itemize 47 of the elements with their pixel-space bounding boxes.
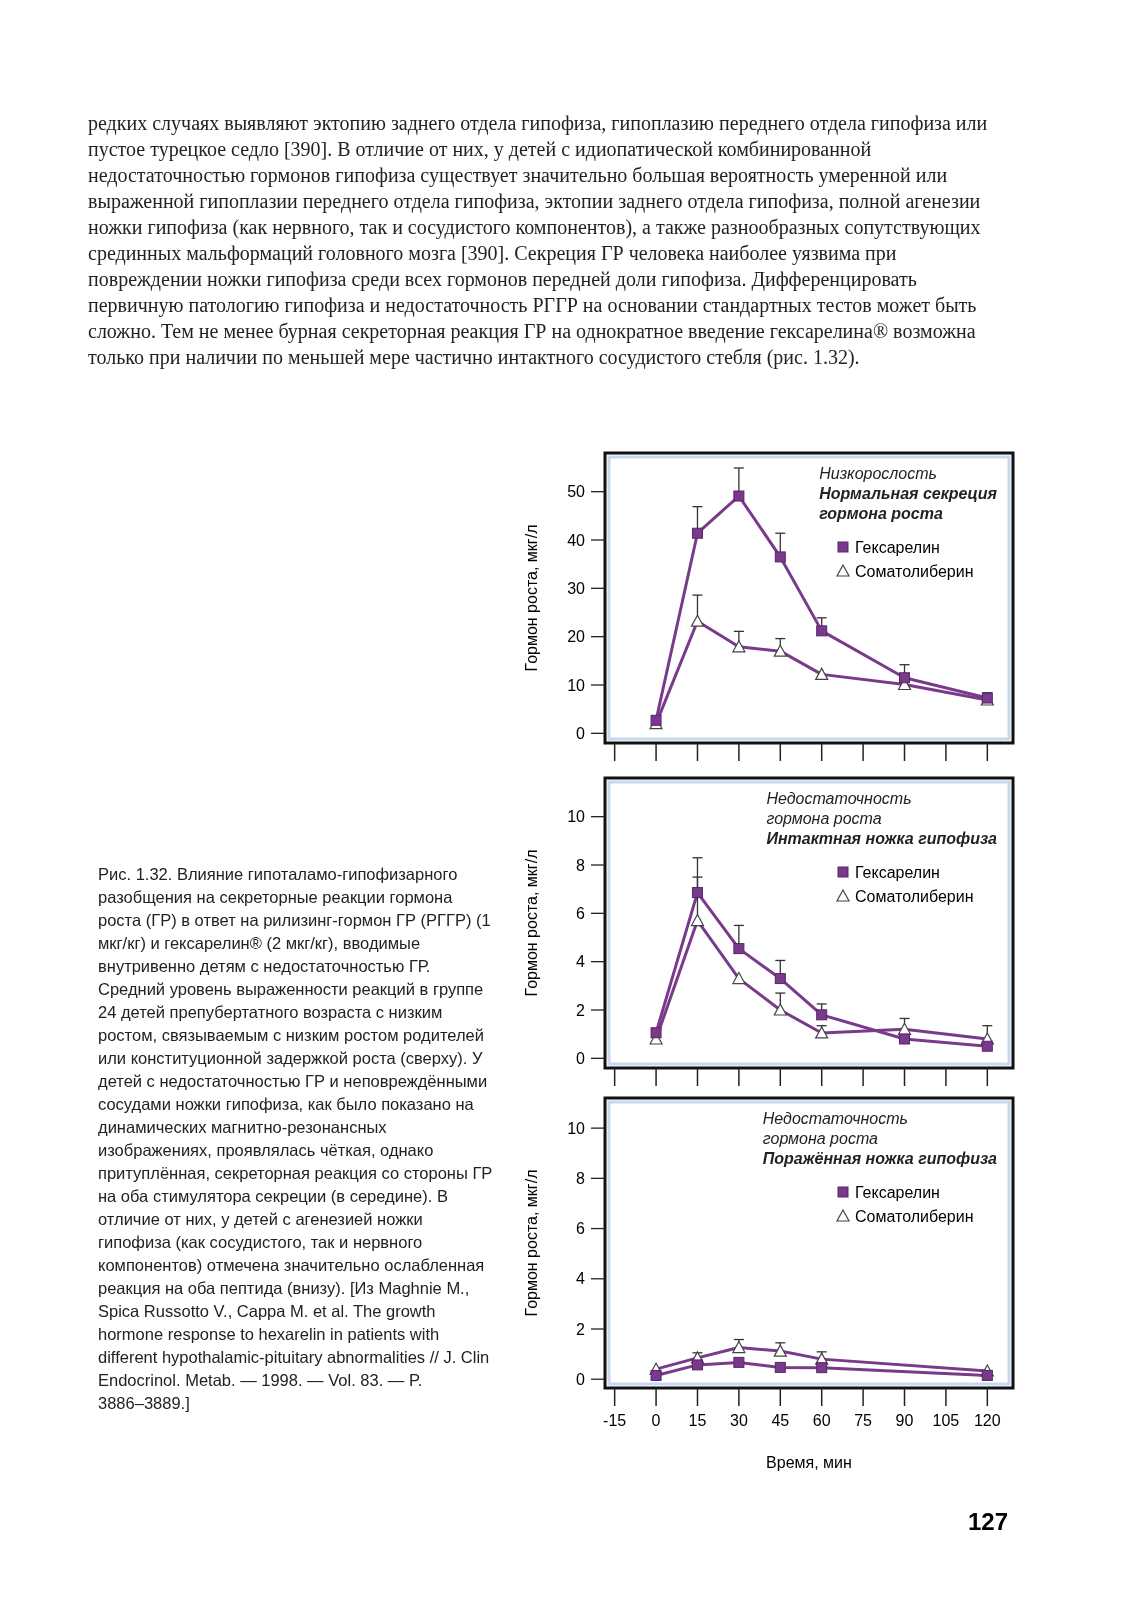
y-tick-label: 40: [567, 531, 586, 549]
y-tick-label: 6: [576, 904, 586, 922]
x-tick-label: 60: [812, 1412, 831, 1429]
y-axis-title: Гормон роста, мкг/л: [523, 849, 540, 997]
y-tick-label: 10: [567, 676, 586, 694]
x-tick-label: 105: [932, 1412, 960, 1429]
legend-label: Соматолиберин: [855, 1207, 974, 1225]
y-tick-label: 0: [576, 1049, 586, 1067]
x-tick-label: 45: [771, 1412, 790, 1429]
y-tick-label: 8: [576, 1169, 586, 1187]
x-tick-label: -15: [603, 1412, 627, 1429]
legend-label: Гексарелин: [855, 863, 940, 881]
legend-label: Соматолиберин: [855, 562, 974, 580]
y-axis-title: Гормон роста, мкг/л: [523, 524, 540, 672]
y-tick-label: 0: [576, 724, 586, 742]
text: Рис. 1.32. Влияние гипоталамо-гипофизарного разобщения на секреторные реакции гормона роста (ГР) в ответ на рилизинг-гормон ГР (РГГР) (1 мкг/кг) и гексарелин® (2 мкг/кг), вводимые внутривенно детям с недостаточностью ГР. Средний уровень выраженности реакций в группе 24 детей препубертатного возраста с низким ростом, связываемым с низким ростом родителей или конституционной задержкой роста (сверху). У детей с недостаточностью ГР и неповреждёнными сосудами ножки гипофиза, как было показано на динамических магнитно-резонансных изображениях, проявлялась чёткая, однако притуплённая, секреторная реакция со стороны ГР на оба стимулятора секреции (в середине). В отличие от них, у детей с агенезией ножки гипофиза (как сосудистого, так и нервного компонентов) отмечена значительно ослабленная реакция на оба пептида (внизу). [Из Maghnie M., Spica Russotto V., Cappa M. et al. The growth hormone response to hexarelin in patients with different hypothalamic-pituitary abnormalities // J. Clin Endocrinol. Metab. — 1998. — Vol. 83. — P. 3886–3889.]: [98, 865, 493, 1412]
y-tick-label: 2: [576, 1001, 586, 1019]
y-tick-label: 10: [567, 808, 586, 826]
y-tick-label: 4: [576, 953, 586, 971]
text: Нормальная секреция гормона роста: [819, 485, 998, 522]
text: 127: [967, 1508, 1008, 1535]
y-tick-label: 20: [567, 628, 586, 646]
y-tick-label: 6: [576, 1220, 586, 1238]
text: Низкорослость: [819, 465, 937, 482]
y-tick-label: 30: [567, 579, 586, 597]
text: редких случаях выявляют эктопию заднего отдела гипофиза, гипоплазию переднего отдела гипофиза или пустое турецкое седло [390]. В отличие от них, у детей с идиопатической комбинированной недостаточностью гормонов гипофиза существует значительно большая вероятность умеренной или выраженной гипоплазии переднего отдела гипофиза, эктопии заднего отдела гипофиза, полной агенезии ножки гипофиза (как нервного, так и сосудистого компонентов), а также разнообразных сопутствующих срединных мальформаций головного мозга [390]. Секреция ГР человека наиболее уязвима при повреждении ножки гипофиза среди всех гормонов передней доли гипофиза. Дифференцировать первичную патологию гипофиза и недостаточность РГГР на основании стандартных тестов может быть сложно. Тем не менее бурная секреторная реакция ГР на однократное введение гексарелина® возможна только при наличии по меньшей мере частично интактного сосудистого стебля (рис. 1.32).: [88, 112, 988, 368]
legend-label: Соматолиберин: [855, 887, 974, 905]
text: Интактная ножка гипофиза: [766, 830, 998, 847]
y-tick-label: 0: [576, 1370, 586, 1388]
x-tick-label: 120: [973, 1412, 1001, 1429]
text: Поражённая ножка гипофиза: [762, 1150, 998, 1167]
y-tick-label: 10: [567, 1119, 586, 1137]
legend-label: Гексарелин: [855, 538, 940, 556]
x-tick-label: 75: [854, 1412, 873, 1429]
legend-label: Гексарелин: [855, 1183, 940, 1201]
y-tick-label: 50: [567, 483, 586, 501]
x-tick-label: 30: [729, 1412, 748, 1429]
x-axis-title: Время, мин: [766, 1454, 852, 1471]
y-tick-label: 4: [576, 1270, 586, 1288]
x-tick-label: 15: [688, 1412, 707, 1429]
text: Недостаточность гормона роста: [766, 790, 912, 827]
y-axis-title: Гормон роста, мкг/л: [523, 1169, 540, 1317]
y-tick-label: 8: [576, 856, 586, 874]
text: Недостаточность гормона роста: [762, 1110, 908, 1147]
x-tick-label: 0: [651, 1412, 661, 1429]
y-tick-label: 2: [576, 1320, 586, 1338]
x-tick-label: 90: [895, 1412, 914, 1429]
